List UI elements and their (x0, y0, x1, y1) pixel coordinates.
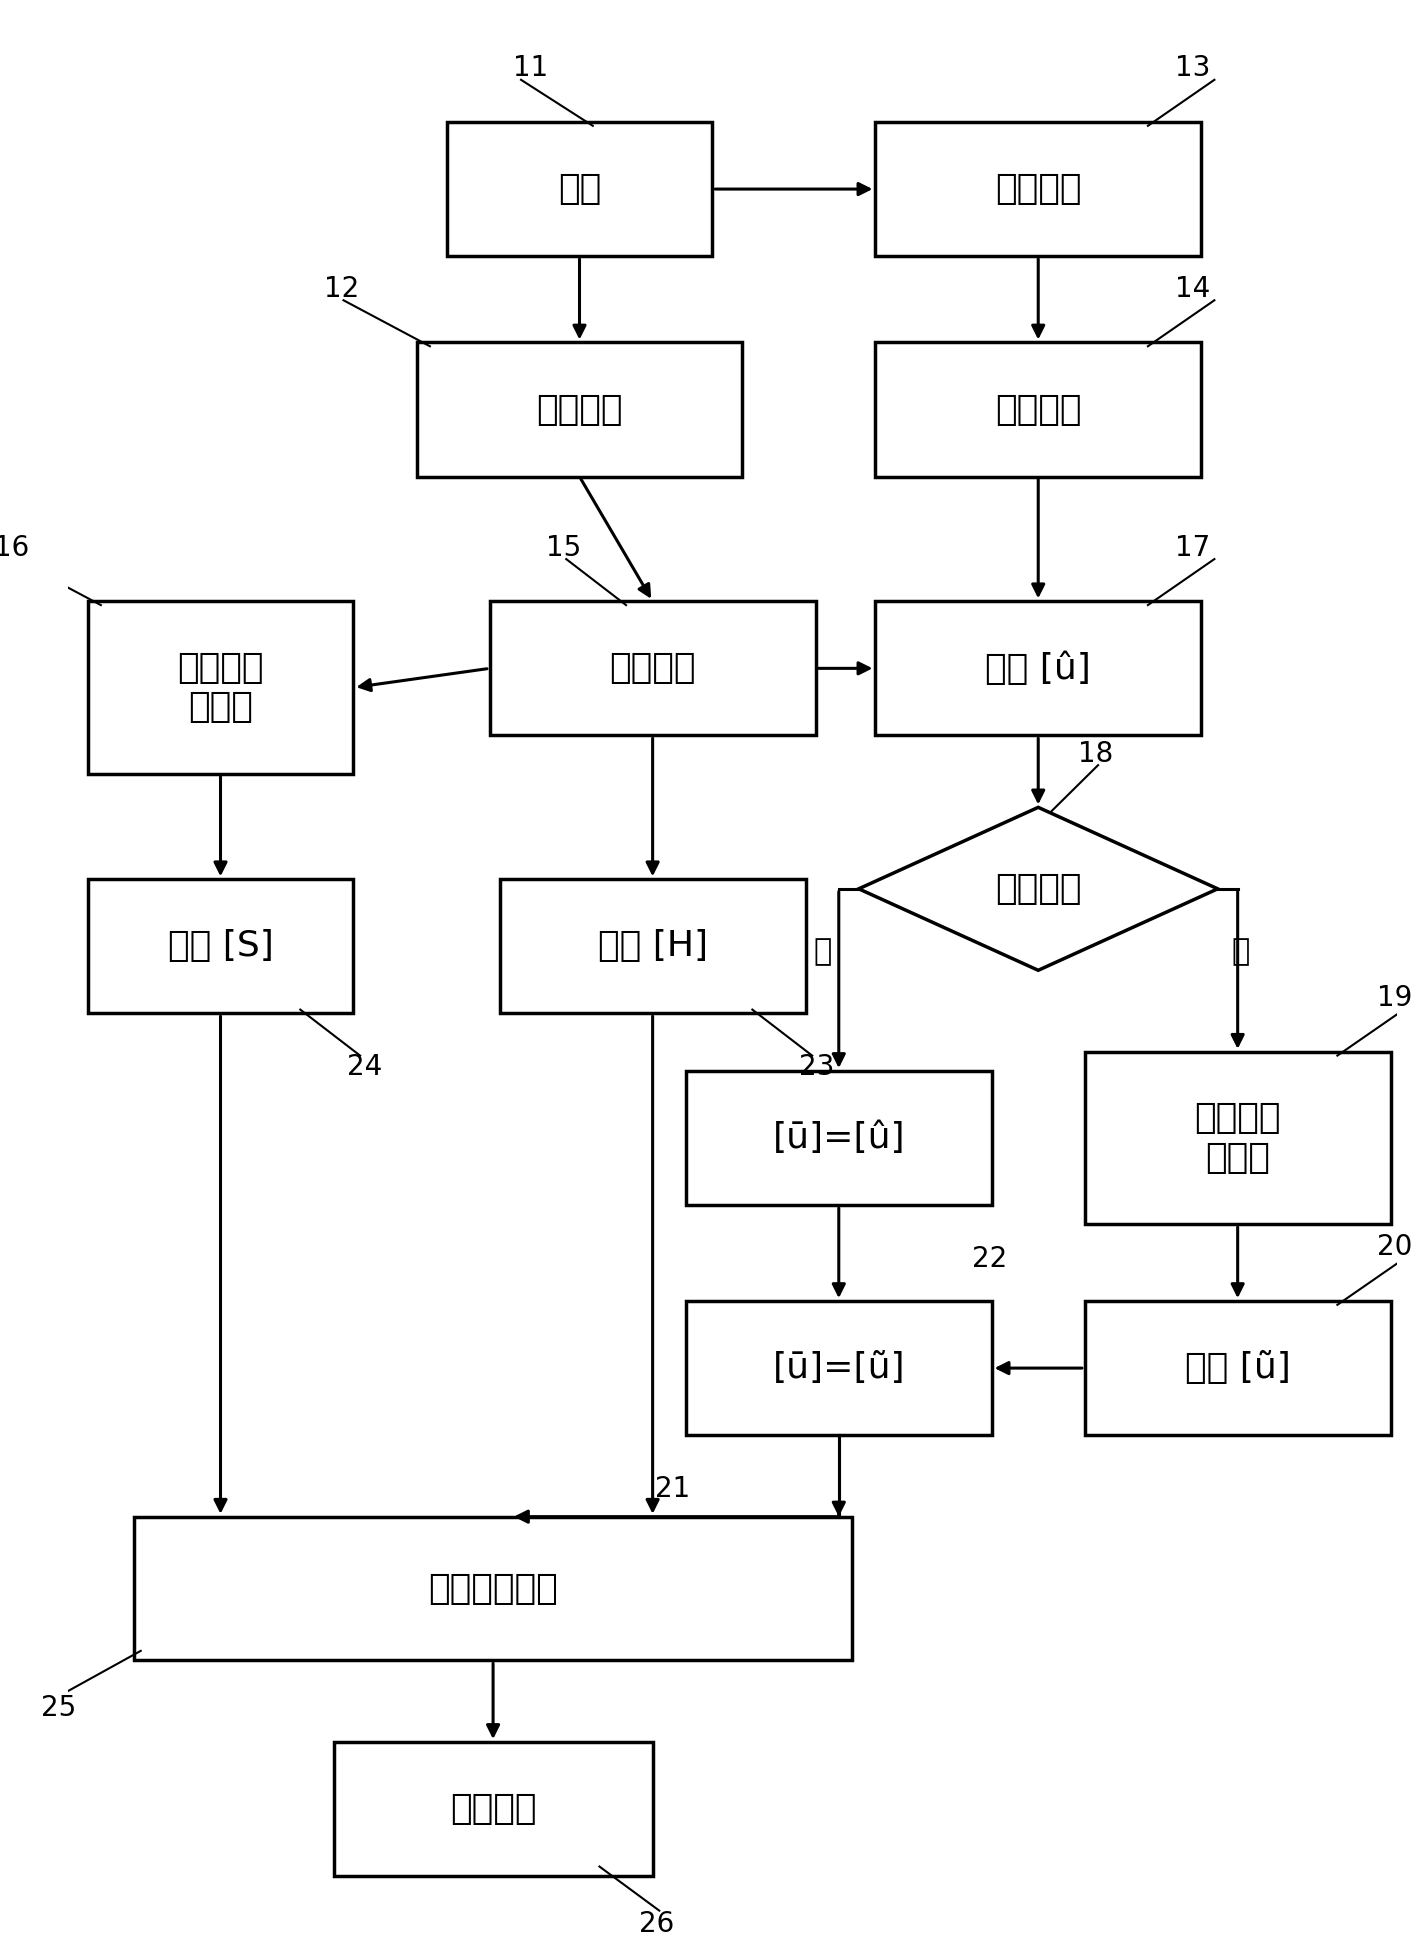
Text: 16: 16 (0, 533, 30, 562)
FancyBboxPatch shape (447, 123, 713, 257)
Text: 13: 13 (1174, 54, 1210, 82)
Text: 19: 19 (1377, 984, 1413, 1011)
FancyBboxPatch shape (333, 1743, 653, 1877)
Text: 11: 11 (514, 54, 548, 82)
Text: 20: 20 (1377, 1233, 1413, 1260)
Text: [ū]=[û]: [ū]=[û] (773, 1120, 905, 1155)
FancyBboxPatch shape (134, 1517, 852, 1661)
FancyBboxPatch shape (417, 342, 743, 477)
Text: 计算 [ũ]: 计算 [ũ] (1185, 1352, 1291, 1385)
FancyBboxPatch shape (686, 1072, 992, 1206)
FancyBboxPatch shape (875, 123, 1201, 257)
Text: 是: 是 (1232, 937, 1251, 967)
Text: 否: 否 (813, 937, 831, 967)
Text: 24: 24 (347, 1052, 381, 1081)
Text: 23: 23 (798, 1052, 834, 1081)
Text: 薄膜应力: 薄膜应力 (450, 1791, 536, 1826)
Text: 试件几何: 试件几何 (536, 393, 623, 426)
Text: 计算 [H]: 计算 [H] (598, 930, 707, 963)
FancyBboxPatch shape (1084, 1052, 1390, 1223)
Text: 22: 22 (972, 1245, 1007, 1272)
FancyBboxPatch shape (1084, 1301, 1390, 1435)
Text: [ū]=[ũ]: [ū]=[ũ] (773, 1352, 905, 1385)
Polygon shape (858, 807, 1218, 971)
Text: 试件网格: 试件网格 (609, 652, 696, 685)
FancyBboxPatch shape (686, 1301, 992, 1435)
Text: 15: 15 (546, 533, 582, 562)
FancyBboxPatch shape (875, 342, 1201, 477)
FancyBboxPatch shape (88, 601, 353, 774)
Text: 试件: 试件 (558, 171, 601, 206)
Text: 试件安装: 试件安装 (995, 171, 1081, 206)
Text: 变形测量: 变形测量 (995, 393, 1081, 426)
Text: 14: 14 (1174, 274, 1210, 303)
Text: 26: 26 (639, 1910, 675, 1937)
Text: 计算 [S]: 计算 [S] (168, 930, 273, 963)
Text: 12: 12 (323, 274, 359, 303)
FancyBboxPatch shape (88, 879, 353, 1013)
Text: 计算 [û]: 计算 [û] (985, 652, 1091, 685)
Text: 外力有限
元方程: 外力有限 元方程 (1194, 1101, 1281, 1175)
FancyBboxPatch shape (875, 601, 1201, 735)
Text: 薄膜应力方程: 薄膜应力方程 (428, 1572, 558, 1605)
Text: 外力修正: 外力修正 (995, 871, 1081, 906)
Text: 21: 21 (655, 1474, 690, 1503)
Text: 17: 17 (1174, 533, 1210, 562)
FancyBboxPatch shape (490, 601, 815, 735)
Text: 18: 18 (1079, 739, 1113, 768)
FancyBboxPatch shape (499, 879, 805, 1013)
Text: 薄膜有限
元方程: 薄膜有限 元方程 (178, 652, 263, 724)
Text: 25: 25 (41, 1694, 77, 1723)
